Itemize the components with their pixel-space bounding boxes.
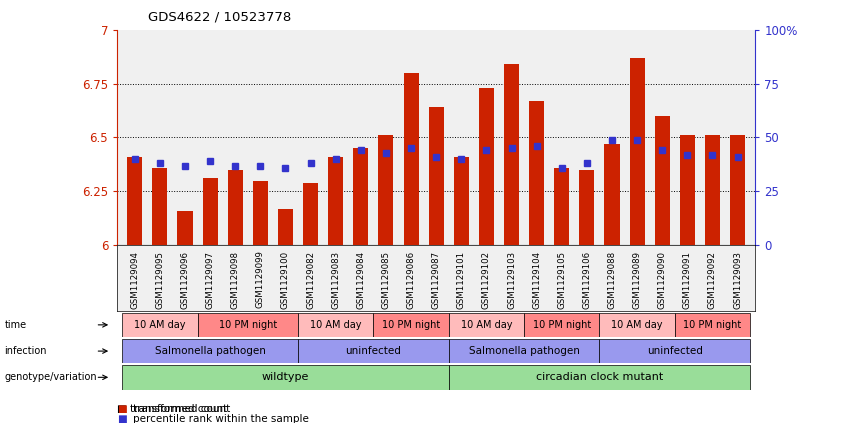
Bar: [449, 313, 524, 337]
Bar: [122, 313, 198, 337]
Text: wildtype: wildtype: [262, 372, 309, 382]
Bar: [449, 365, 750, 390]
Text: GSM1129096: GSM1129096: [181, 250, 189, 309]
Text: 10 AM day: 10 AM day: [135, 320, 186, 330]
Bar: [600, 313, 674, 337]
Text: 10 PM night: 10 PM night: [382, 320, 440, 330]
Text: GSM1129094: GSM1129094: [130, 250, 139, 309]
Bar: [404, 73, 418, 245]
Text: 10 PM night: 10 PM night: [683, 320, 741, 330]
Bar: [177, 211, 193, 245]
Text: GSM1129083: GSM1129083: [332, 250, 340, 309]
Text: GSM1129089: GSM1129089: [633, 250, 641, 309]
Bar: [122, 339, 298, 363]
Text: 10 PM night: 10 PM night: [219, 320, 277, 330]
Text: 10 AM day: 10 AM day: [461, 320, 512, 330]
Bar: [373, 313, 449, 337]
Text: time: time: [4, 320, 26, 330]
Text: GSM1129106: GSM1129106: [582, 250, 591, 309]
Text: uninfected: uninfected: [647, 346, 703, 356]
Text: GSM1129085: GSM1129085: [381, 250, 391, 309]
Bar: [454, 157, 469, 245]
Bar: [253, 181, 268, 245]
Bar: [298, 313, 373, 337]
Bar: [449, 339, 600, 363]
Text: genotype/variation: genotype/variation: [4, 372, 97, 382]
Text: ■: ■: [117, 404, 127, 414]
Text: circadian clock mutant: circadian clock mutant: [536, 372, 663, 382]
Bar: [654, 116, 670, 245]
Text: GSM1129101: GSM1129101: [457, 250, 466, 309]
Bar: [629, 58, 645, 245]
Text: GSM1129093: GSM1129093: [733, 250, 742, 309]
Text: GSM1129082: GSM1129082: [306, 250, 315, 309]
Text: GSM1129098: GSM1129098: [231, 250, 240, 309]
Bar: [328, 157, 343, 245]
Bar: [674, 313, 750, 337]
Text: GSM1129095: GSM1129095: [155, 250, 164, 309]
Text: GSM1129100: GSM1129100: [281, 250, 290, 309]
Text: uninfected: uninfected: [345, 346, 401, 356]
Bar: [353, 148, 368, 245]
Bar: [604, 144, 620, 245]
Text: GSM1129086: GSM1129086: [406, 250, 416, 309]
Text: percentile rank within the sample: percentile rank within the sample: [133, 414, 309, 423]
Bar: [298, 339, 449, 363]
Text: ■ transformed count: ■ transformed count: [117, 404, 227, 414]
Text: GSM1129099: GSM1129099: [256, 250, 265, 308]
Bar: [524, 313, 600, 337]
Text: GSM1129090: GSM1129090: [658, 250, 667, 309]
Bar: [479, 88, 494, 245]
Text: infection: infection: [4, 346, 47, 356]
Text: GDS4622 / 10523778: GDS4622 / 10523778: [148, 11, 291, 24]
Bar: [153, 168, 168, 245]
Text: GSM1129091: GSM1129091: [683, 250, 692, 309]
Bar: [555, 168, 569, 245]
Text: GSM1129087: GSM1129087: [431, 250, 441, 309]
Bar: [705, 135, 720, 245]
Text: Salmonella pathogen: Salmonella pathogen: [469, 346, 580, 356]
Text: GSM1129088: GSM1129088: [608, 250, 616, 309]
Bar: [122, 365, 449, 390]
Text: GSM1129092: GSM1129092: [708, 250, 717, 309]
Text: 10 PM night: 10 PM night: [533, 320, 591, 330]
Text: transformed count: transformed count: [133, 404, 230, 414]
Bar: [579, 170, 595, 245]
Bar: [529, 101, 544, 245]
Bar: [600, 339, 750, 363]
Bar: [202, 179, 218, 245]
Text: GSM1129104: GSM1129104: [532, 250, 541, 309]
Text: GSM1129102: GSM1129102: [482, 250, 491, 309]
Bar: [198, 313, 298, 337]
Bar: [504, 64, 519, 245]
Text: GSM1129103: GSM1129103: [507, 250, 516, 309]
Bar: [378, 135, 393, 245]
Text: 10 AM day: 10 AM day: [310, 320, 361, 330]
Text: ■: ■: [117, 414, 127, 423]
Text: 10 AM day: 10 AM day: [611, 320, 663, 330]
Text: GSM1129084: GSM1129084: [357, 250, 365, 309]
Bar: [278, 209, 293, 245]
Text: GSM1129097: GSM1129097: [206, 250, 214, 309]
Text: Salmonella pathogen: Salmonella pathogen: [155, 346, 266, 356]
Bar: [429, 107, 444, 245]
Bar: [227, 170, 243, 245]
Bar: [303, 183, 318, 245]
Bar: [680, 135, 695, 245]
Text: GSM1129105: GSM1129105: [557, 250, 566, 309]
Bar: [730, 135, 745, 245]
Bar: [128, 157, 142, 245]
